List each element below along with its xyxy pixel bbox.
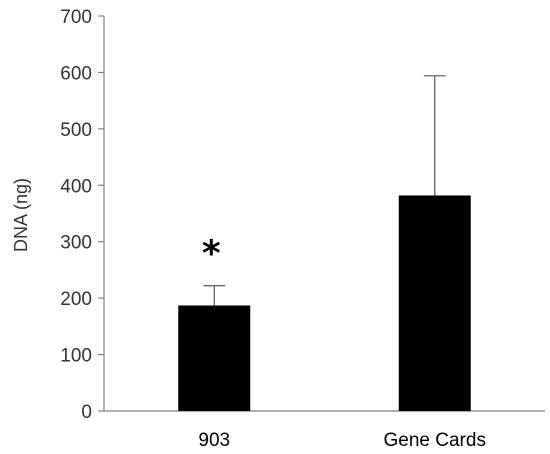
y-tick-label: 300	[60, 233, 92, 254]
category-labels: 903 Gene Cards	[198, 430, 486, 451]
error-bars	[203, 75, 446, 306]
y-axis-title: DNA (ng)	[11, 178, 31, 252]
y-tick-label: 400	[60, 176, 92, 197]
significance-asterisk: *	[202, 234, 221, 275]
annotations: *	[202, 234, 221, 275]
y-tick-label: 100	[60, 346, 92, 367]
y-tick-label: 200	[60, 289, 92, 310]
bars	[178, 195, 471, 411]
y-tick-label: 500	[60, 120, 92, 141]
bar-gene-cards	[398, 195, 471, 411]
y-tick-label: 0	[81, 402, 92, 423]
x-category-label: Gene Cards	[384, 430, 486, 451]
bar-903	[178, 305, 251, 411]
y-tick-label: 600	[60, 63, 92, 84]
y-axis: 0 100 200 300 400 500 600 700	[60, 7, 105, 423]
x-category-label: 903	[198, 430, 230, 451]
y-tick-label: 700	[60, 7, 92, 28]
